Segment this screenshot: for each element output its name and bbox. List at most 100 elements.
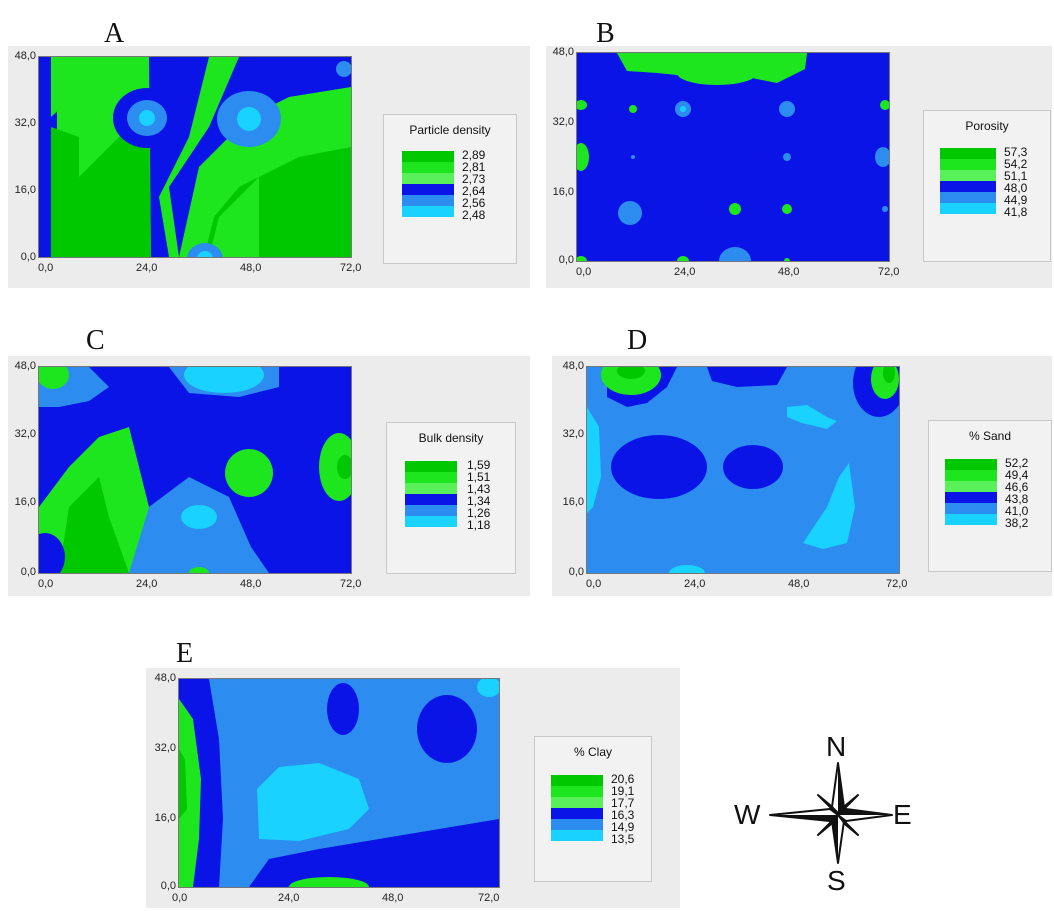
legend-value: 1,26 (467, 506, 491, 520)
y-tick-32: 32,0 (14, 117, 36, 129)
legend-value: 1,18 (467, 518, 491, 532)
legend-swatch-4 (945, 492, 997, 503)
legend-swatch-3 (945, 481, 997, 492)
legend-value: 51,1 (1004, 169, 1028, 183)
compass-north: N (826, 731, 847, 762)
compass-west: W (734, 799, 761, 830)
legend-value: 41,8 (1004, 205, 1028, 219)
legend-value: 16,3 (611, 808, 635, 822)
legend-porosity: Porosity 57,3 54,2 51,1 48,0 44,9 41,8 (923, 110, 1051, 262)
x-tick-48: 48,0 (382, 892, 404, 904)
y-tick-16: 16,0 (154, 812, 176, 824)
y-tick-0: 0,0 (568, 566, 584, 578)
legend-value: 2,48 (462, 208, 486, 222)
legend-value: 1,51 (467, 470, 491, 484)
y-tick-32: 32,0 (14, 428, 36, 440)
legend-swatch-3 (405, 483, 457, 494)
legend-value: 52,2 (1005, 456, 1029, 470)
x-tick-0: 0,0 (576, 266, 592, 278)
legend-swatch-2 (551, 786, 603, 797)
legend-swatch-4 (405, 494, 457, 505)
legend-value: 46,6 (1005, 480, 1029, 494)
x-tick-48: 48,0 (240, 262, 262, 274)
legend-value: 44,9 (1004, 193, 1028, 207)
legend-bulk-density: Bulk density 1,59 1,51 1,43 1,34 1,26 1,… (386, 422, 516, 574)
legend-swatch-6 (940, 203, 996, 214)
y-tick-48: 48,0 (14, 50, 36, 62)
legend-value: 1,43 (467, 482, 491, 496)
y-tick-48: 48,0 (14, 360, 36, 372)
x-tick-72: 72,0 (340, 578, 362, 590)
x-tick-72: 72,0 (886, 578, 908, 590)
y-tick-0: 0,0 (20, 251, 36, 263)
legend-value: 2,56 (462, 196, 486, 210)
y-tick-32: 32,0 (552, 116, 574, 128)
legend-value: 54,2 (1004, 157, 1028, 171)
x-tick-0: 0,0 (38, 262, 54, 274)
y-tick-48: 48,0 (154, 672, 176, 684)
legend-title: % Clay (573, 745, 612, 759)
legend-swatch-2 (405, 472, 457, 483)
legend-swatch-6 (551, 830, 603, 841)
legend-value: 2,64 (462, 184, 486, 198)
panel-c-letter: C (86, 325, 105, 356)
legend-swatch-1 (405, 461, 457, 472)
legend-clay: % Clay 20,6 19,1 17,7 16,3 14,9 13,5 (534, 736, 652, 882)
y-tick-32: 32,0 (562, 428, 584, 440)
y-tick-48: 48,0 (562, 360, 584, 372)
x-tick-0: 0,0 (172, 892, 188, 904)
legend-value: 1,59 (467, 458, 491, 472)
panel-b-letter: B (596, 18, 615, 49)
x-tick-0: 0,0 (38, 578, 54, 590)
y-tick-48: 48,0 (552, 46, 574, 58)
y-tick-16: 16,0 (552, 186, 574, 198)
panel-d: 48,0 32,0 16,0 0,0 0,0 24,0 48,0 72,0 % … (552, 349, 1052, 596)
legend-value: 17,7 (611, 796, 635, 810)
legend-title: % Sand (968, 429, 1012, 443)
legend-title: Particle density (409, 123, 491, 137)
y-tick-0: 0,0 (160, 880, 176, 892)
legend-swatch-4 (402, 184, 454, 195)
legend-value: 2,89 (462, 148, 486, 162)
panel-a-letter: A (104, 18, 125, 49)
legend-value: 57,3 (1004, 145, 1028, 159)
legend-value: 20,6 (611, 772, 635, 786)
compass-rose: N S E W (730, 731, 912, 900)
legend-sand: % Sand 52,2 49,4 46,6 43,8 41,0 38,2 (928, 420, 1052, 572)
panel-a: 48,0 32,0 16,0 0,0 0,0 24,0 48,0 72,0 Pa… (8, 46, 530, 288)
legend-title: Porosity (965, 119, 1009, 133)
x-tick-72: 72,0 (478, 892, 500, 904)
panel-c: 48,0 32,0 16,0 0,0 0,0 24,0 48,0 72,0 Bu… (8, 356, 530, 596)
y-tick-32: 32,0 (154, 742, 176, 754)
x-tick-24: 24,0 (674, 266, 696, 278)
compass-star-icon (769, 762, 893, 864)
legend-swatch-6 (402, 206, 454, 217)
x-tick-0: 0,0 (586, 578, 602, 590)
legend-value: 13,5 (611, 832, 635, 846)
x-tick-24: 24,0 (136, 578, 158, 590)
legend-value: 2,73 (462, 172, 486, 186)
legend-value: 48,0 (1004, 181, 1028, 195)
y-tick-16: 16,0 (14, 184, 36, 196)
legend-value: 2,81 (462, 160, 486, 174)
legend-swatch-5 (405, 505, 457, 516)
legend-swatch-2 (940, 159, 996, 170)
map-porosity (573, 52, 891, 275)
legend-value: 49,4 (1005, 468, 1029, 482)
legend-swatch-5 (945, 503, 997, 514)
legend-swatch-1 (551, 775, 603, 786)
x-tick-72: 72,0 (878, 266, 900, 278)
x-tick-24: 24,0 (278, 892, 300, 904)
legend-swatch-3 (940, 170, 996, 181)
y-tick-16: 16,0 (14, 496, 36, 508)
legend-particle-density: Particle density 2,89 2,81 2,73 2,64 2,5… (383, 114, 517, 264)
panel-d-letter: D (627, 325, 648, 356)
map-bulk-density (25, 357, 359, 581)
legend-swatch-1 (940, 148, 996, 159)
legend-title: Bulk density (418, 431, 484, 445)
legend-swatch-6 (945, 514, 997, 525)
x-tick-24: 24,0 (136, 262, 158, 274)
legend-swatch-5 (402, 195, 454, 206)
y-tick-16: 16,0 (562, 496, 584, 508)
legend-value: 1,34 (467, 494, 491, 508)
